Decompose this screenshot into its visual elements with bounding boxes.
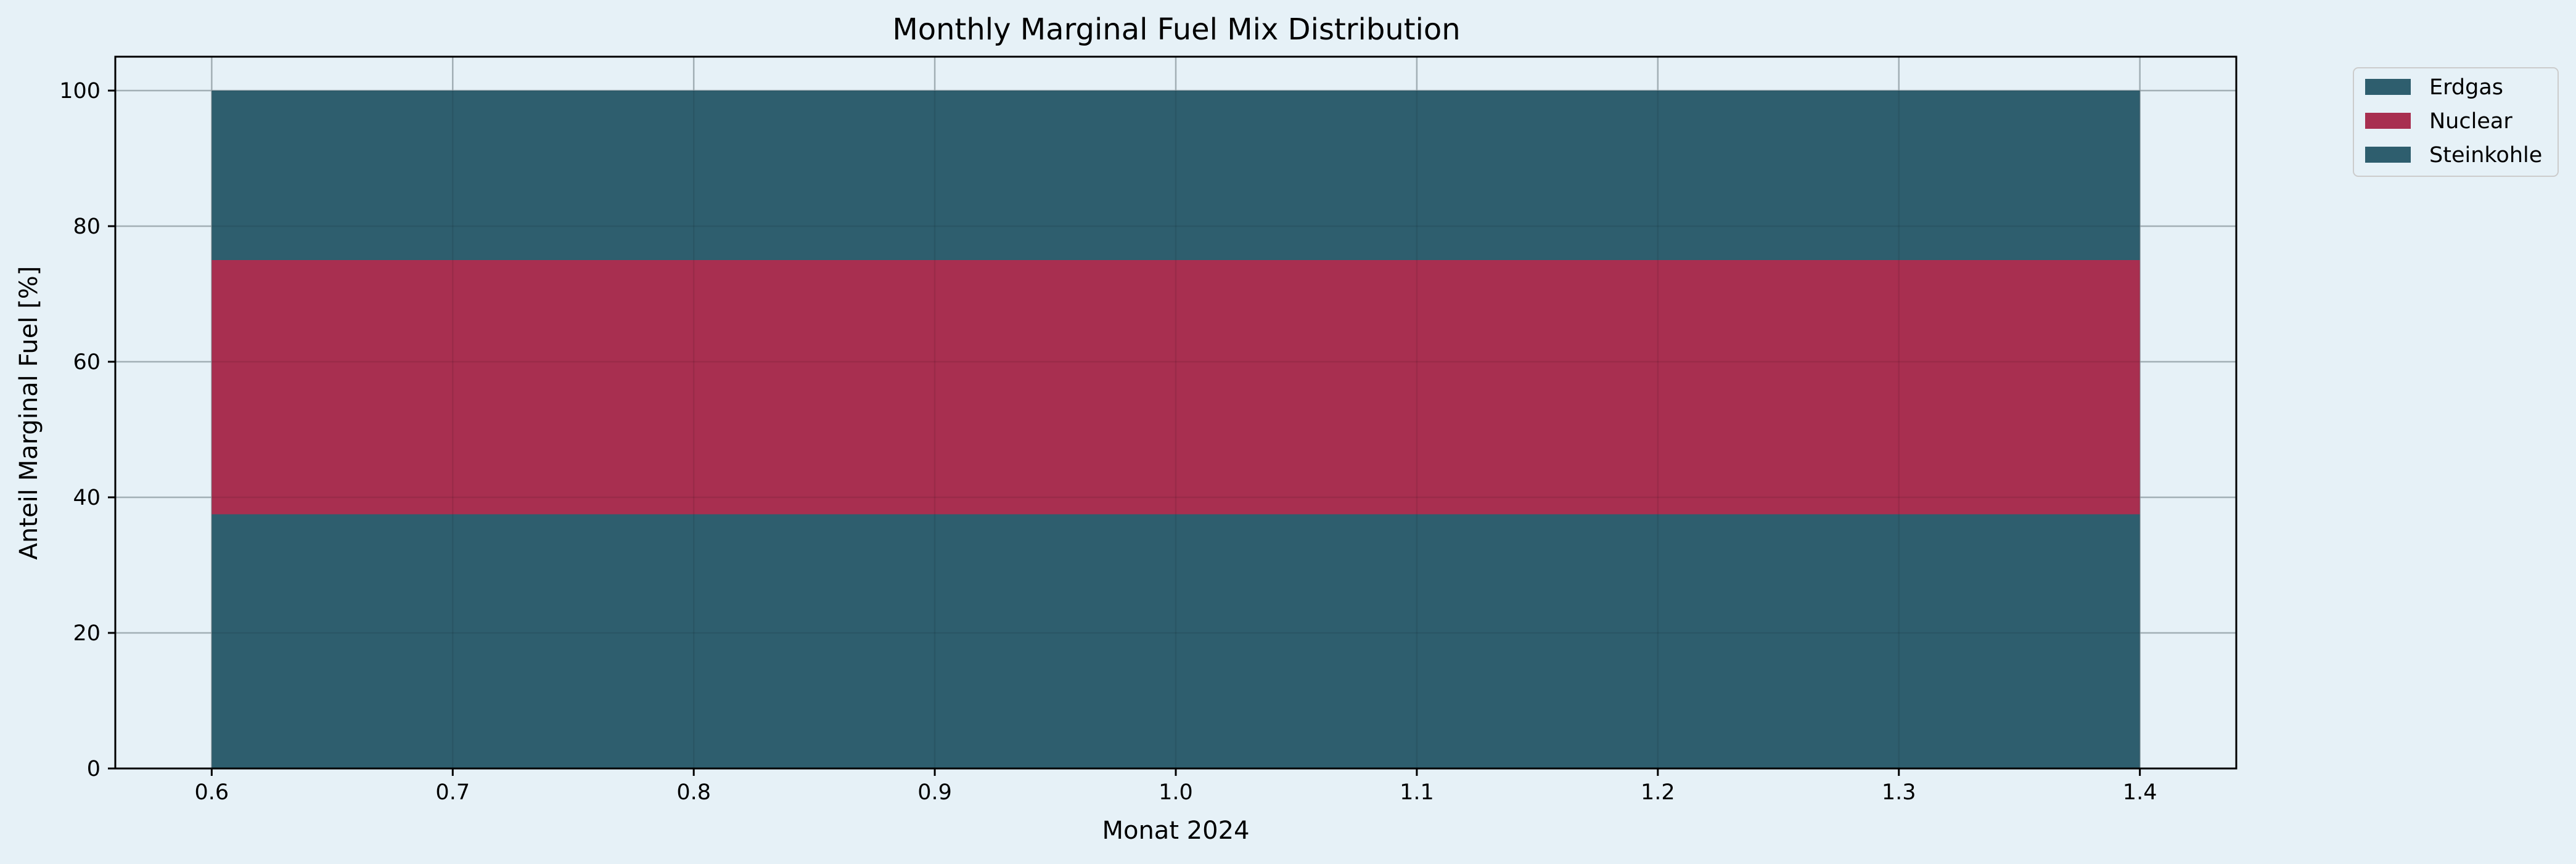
x-tick-label: 0.6: [195, 780, 229, 805]
y-tick-label: 0: [87, 757, 100, 781]
legend-swatch-erdgas: [2365, 79, 2411, 95]
legend-label-erdgas: Erdgas: [2429, 75, 2503, 100]
x-tick-label: 0.9: [917, 780, 952, 805]
y-tick-label: 60: [73, 350, 100, 375]
legend-swatch-steinkohle: [2365, 147, 2411, 163]
x-tick-label: 1.2: [1641, 780, 1675, 805]
y-tick-label: 80: [73, 214, 100, 239]
bar-erdgas: [211, 514, 2140, 768]
bar-steinkohle: [211, 91, 2140, 260]
y-axis-label: Anteil Marginal Fuel [%]: [15, 266, 43, 560]
bars: [115, 57, 2236, 770]
chart-title: Monthly Marginal Fuel Mix Distribution: [892, 12, 1460, 47]
y-tick-label: 20: [73, 621, 100, 646]
y-axis-ticks: 0 20 40 60 80 100: [59, 79, 115, 781]
bar-nuclear: [211, 260, 2140, 515]
x-axis-label: Monat 2024: [1102, 817, 1249, 845]
x-tick-label: 1.4: [2123, 780, 2157, 805]
legend-label-steinkohle: Steinkohle: [2429, 143, 2542, 168]
x-tick-label: 1.1: [1400, 780, 1434, 805]
legend-swatch-nuclear: [2365, 113, 2411, 129]
x-tick-label: 0.7: [435, 780, 470, 805]
legend-label-nuclear: Nuclear: [2429, 109, 2512, 134]
x-axis-ticks: 0.6 0.7 0.8 0.9 1.0 1.1 1.2 1.3 1.4: [195, 768, 2157, 805]
legend: Erdgas Nuclear Steinkohle: [2353, 67, 2559, 177]
x-tick-label: 0.8: [676, 780, 711, 805]
x-tick-label: 1.3: [1882, 780, 1916, 805]
x-tick-label: 1.0: [1159, 780, 1193, 805]
y-tick-label: 40: [73, 486, 100, 510]
y-tick-label: 100: [59, 79, 100, 104]
